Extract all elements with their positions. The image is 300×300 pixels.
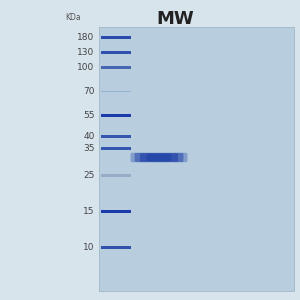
FancyBboxPatch shape [99,27,294,291]
Text: 180: 180 [77,33,94,42]
FancyBboxPatch shape [140,153,178,162]
Text: MW: MW [156,11,194,28]
Text: 35: 35 [83,144,94,153]
FancyBboxPatch shape [135,153,184,162]
Text: 55: 55 [83,111,94,120]
Text: 130: 130 [77,48,94,57]
FancyBboxPatch shape [100,91,130,92]
Text: 10: 10 [83,243,94,252]
Text: KDa: KDa [65,14,81,22]
FancyBboxPatch shape [100,51,130,54]
FancyBboxPatch shape [100,147,130,150]
FancyBboxPatch shape [130,153,188,162]
Text: 40: 40 [83,132,94,141]
FancyBboxPatch shape [100,114,130,117]
FancyBboxPatch shape [147,154,171,161]
FancyBboxPatch shape [100,36,130,39]
FancyBboxPatch shape [100,135,130,138]
Text: 25: 25 [83,171,94,180]
Text: 70: 70 [83,87,94,96]
FancyBboxPatch shape [100,66,130,68]
FancyBboxPatch shape [100,246,130,249]
Text: 100: 100 [77,63,94,72]
FancyBboxPatch shape [100,210,130,213]
FancyBboxPatch shape [100,174,130,176]
Text: 15: 15 [83,207,94,216]
